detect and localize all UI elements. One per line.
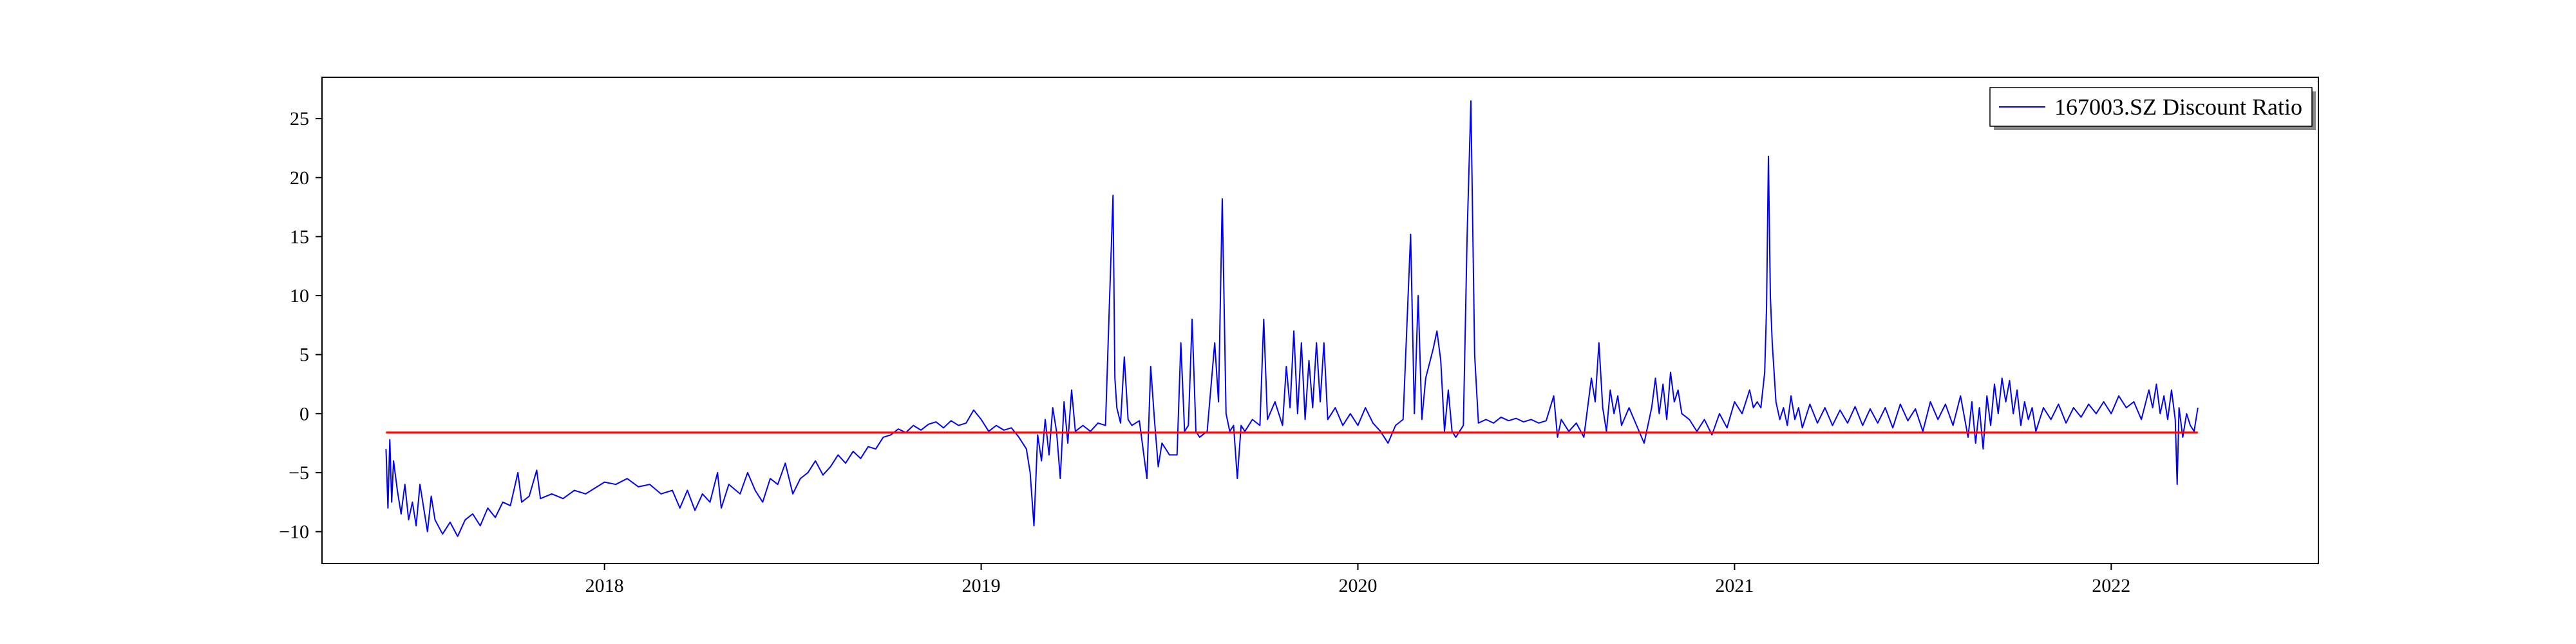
x-tick-label: 2019 bbox=[962, 575, 1001, 596]
y-tick-label: −10 bbox=[279, 522, 309, 543]
y-tick-label: 5 bbox=[299, 345, 309, 366]
y-tick-label: 0 bbox=[299, 403, 309, 424]
x-axis: 2018 2019 2020 2021 2022 bbox=[585, 564, 2130, 596]
series-line-discount-ratio bbox=[385, 100, 2199, 537]
plot-frame bbox=[321, 77, 2319, 564]
x-tick-label: 2022 bbox=[2092, 575, 2130, 596]
y-tick-label: 10 bbox=[290, 285, 309, 307]
legend-label: 167003.SZ Discount Ratio bbox=[2054, 94, 2302, 120]
x-tick-label: 2021 bbox=[1715, 575, 1754, 596]
y-tick-label: −5 bbox=[289, 462, 309, 484]
x-tick-label: 2018 bbox=[585, 575, 624, 596]
x-tick-label: 2020 bbox=[1338, 575, 1377, 596]
y-tick-label: 25 bbox=[290, 108, 309, 129]
y-tick-label: 20 bbox=[290, 167, 309, 189]
series-layer bbox=[385, 100, 2199, 537]
y-tick-label: 15 bbox=[290, 226, 309, 247]
legend: 167003.SZ Discount Ratio bbox=[1989, 87, 2316, 130]
y-axis: −10 −5 0 5 10 15 20 25 bbox=[279, 108, 322, 543]
